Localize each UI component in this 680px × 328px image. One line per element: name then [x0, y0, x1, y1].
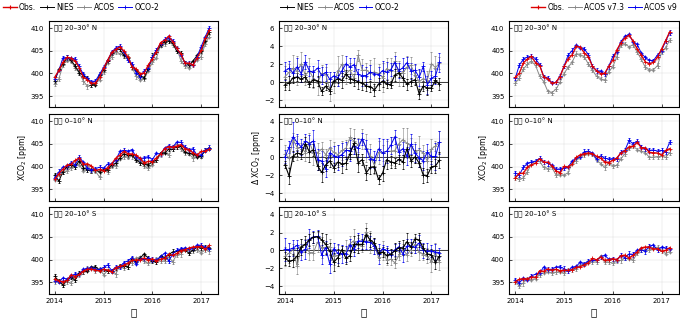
Text: 緯度 0–10° N: 緯度 0–10° N	[284, 118, 323, 125]
X-axis label: 年: 年	[131, 307, 137, 317]
Legend: Obs., NIES, ACOS, OCO-2: Obs., NIES, ACOS, OCO-2	[0, 0, 162, 15]
Text: 緯度 20–10° S: 緯度 20–10° S	[54, 211, 97, 218]
Legend: NIES, ACOS, OCO-2: NIES, ACOS, OCO-2	[277, 0, 403, 15]
Text: 緯度 20–30° N: 緯度 20–30° N	[54, 25, 97, 32]
X-axis label: 年: 年	[591, 307, 597, 317]
Text: 緯度 20–10° S: 緯度 20–10° S	[284, 211, 326, 218]
Y-axis label: XCO$_2$ [ppm]: XCO$_2$ [ppm]	[477, 134, 490, 181]
Text: 緯度 0–10° N: 緯度 0–10° N	[54, 118, 92, 125]
Legend: Obs., ACOS v7.3, ACOS v9: Obs., ACOS v7.3, ACOS v9	[528, 0, 680, 15]
Text: 緯度 20–10° S: 緯度 20–10° S	[515, 211, 557, 218]
X-axis label: 年: 年	[360, 307, 367, 317]
Y-axis label: $\Delta$ XCO$_2$ [ppm]: $\Delta$ XCO$_2$ [ppm]	[250, 130, 262, 185]
Y-axis label: XCO$_2$ [ppm]: XCO$_2$ [ppm]	[16, 134, 29, 181]
Text: 緯度 20–30° N: 緯度 20–30° N	[515, 25, 558, 32]
Text: 緯度 20–30° N: 緯度 20–30° N	[284, 25, 327, 32]
Text: 緯度 0–10° N: 緯度 0–10° N	[515, 118, 554, 125]
